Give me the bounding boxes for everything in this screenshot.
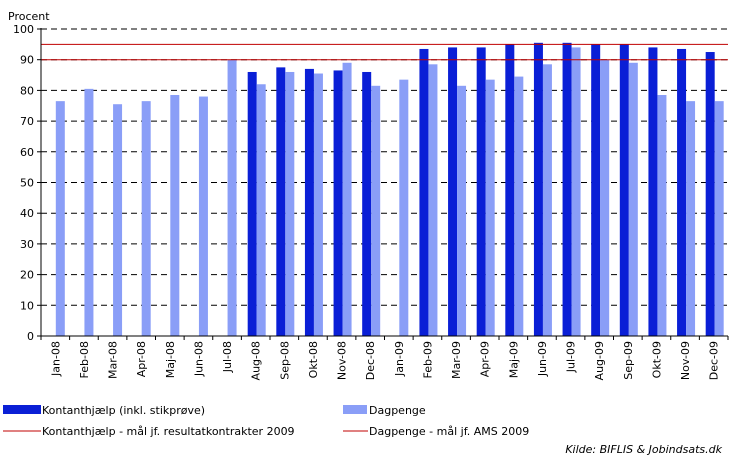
x-tick-label: Jul-08 [221, 341, 234, 373]
x-tick-label: Apr-09 [479, 341, 492, 377]
bar-kontanthjaelp [705, 52, 715, 337]
x-tick-label: Feb-09 [421, 341, 434, 378]
bar-dagpenge [113, 104, 123, 336]
x-tick-label: Dec-08 [364, 341, 377, 380]
bar-kontanthjaelp [247, 71, 257, 336]
bar-dagpenge [371, 85, 381, 336]
x-tick-label: Jul-09 [565, 341, 578, 373]
y-tick-label: 40 [20, 207, 34, 220]
bar-dagpenge [256, 84, 266, 336]
legend-label-dagpenge: Dagpenge [369, 404, 426, 417]
y-tick-label: 10 [20, 299, 34, 312]
x-tick-label: Nov-09 [679, 341, 692, 380]
y-axis-unit-label: Procent [8, 10, 50, 23]
y-tick-label: 30 [20, 238, 34, 251]
y-tick-label: 80 [20, 84, 34, 97]
bar-kontanthjaelp [333, 70, 343, 336]
bar-kontanthjaelp [362, 71, 372, 336]
legend-label-dagpenge-maal: Dagpenge - mål jf. AMS 2009 [369, 425, 529, 438]
bar-kontanthjaelp [677, 48, 687, 337]
x-tick-label: Jan-08 [49, 341, 62, 377]
x-tick-label: Jun-09 [536, 341, 549, 377]
x-tick-label: Nov-08 [336, 341, 349, 380]
x-tick-label: Apr-08 [135, 341, 148, 377]
bar-dagpenge [686, 101, 696, 337]
target-lines [41, 43, 728, 61]
bar-dagpenge [542, 64, 552, 337]
y-tick-label: 60 [20, 146, 34, 159]
bar-dagpenge [571, 47, 581, 337]
x-tick-label: Mar-09 [450, 341, 463, 379]
x-tick-label: Jan-09 [393, 341, 406, 377]
bar-kontanthjaelp [276, 67, 286, 336]
y-tick-label: 0 [27, 330, 34, 343]
bar-kontanthjaelp [533, 42, 543, 336]
bar-kontanthjaelp [648, 47, 658, 337]
x-tick-label: Sep-08 [278, 341, 291, 380]
x-tick-label: Jun-08 [192, 341, 205, 377]
x-tick-label: Feb-08 [78, 341, 91, 378]
bar-dagpenge [313, 73, 323, 336]
bar-dagpenge [170, 95, 180, 336]
legend-swatch-dagpenge [343, 405, 367, 414]
x-tick-label: Dec-09 [708, 341, 721, 380]
source-note: Kilde: BIFLIS & Jobindsats.dk [565, 443, 722, 456]
bar-dagpenge [428, 64, 438, 337]
y-axis-ticks: 0 10 20 30 40 50 60 70 80 90 100 [13, 23, 41, 343]
y-tick-label: 70 [20, 115, 34, 128]
x-tick-label: Aug-08 [250, 341, 263, 380]
bar-kontanthjaelp [619, 44, 629, 336]
y-tick-label: 20 [20, 269, 34, 282]
x-tick-label: Sep-09 [622, 341, 635, 380]
bar-dagpenge [628, 62, 638, 337]
bar-dagpenge [55, 101, 65, 337]
bar-dagpenge [657, 95, 667, 336]
legend: Kontanthjælp (inkl. stikprøve) Dagpenge Ko… [3, 404, 529, 438]
bar-dagpenge [285, 71, 295, 336]
x-tick-label: Aug-09 [593, 341, 606, 380]
y-tick-label: 90 [20, 54, 34, 67]
bar-dagpenge [227, 59, 237, 336]
bar-dagpenge [399, 79, 409, 336]
x-axis-ticks: Jan-08 Feb-08 Mar-08 Apr-08 Maj-08 Jun-08 Jul-… [40, 336, 729, 380]
bar-dagpenge [600, 59, 610, 336]
bar-dagpenge [198, 96, 208, 336]
legend-label-kontanthjaelp-maal: Kontanthjælp - mål jf. resultatkontrakte… [42, 425, 295, 438]
bar-dagpenge [514, 76, 524, 337]
bar-kontanthjaelp [304, 68, 314, 336]
legend-label-kontanthjaelp: Kontanthjælp (inkl. stikprøve) [42, 404, 205, 417]
x-tick-label: Maj-09 [507, 341, 520, 378]
y-tick-label: 100 [13, 23, 34, 36]
bar-dagpenge [342, 62, 352, 337]
bar-dagpenge [141, 101, 151, 337]
x-tick-label: Okt-08 [307, 341, 320, 378]
bar-dagpenge [457, 85, 467, 336]
bar-kontanthjaelp [419, 48, 429, 337]
bar-kontanthjaelp [562, 42, 572, 336]
bar-dagpenge [84, 88, 94, 337]
x-tick-label: Mar-08 [107, 341, 120, 379]
bar-kontanthjaelp [505, 44, 515, 336]
x-tick-label: Maj-08 [164, 341, 177, 378]
bar-kontanthjaelp [448, 47, 458, 337]
bar-dagpenge [714, 101, 724, 337]
y-tick-label: 50 [20, 177, 34, 190]
bar-kontanthjaelp [476, 47, 486, 337]
x-tick-label: Okt-09 [650, 341, 663, 378]
bar-kontanthjaelp [591, 44, 601, 336]
legend-swatch-kontanthjaelp [3, 405, 41, 414]
bar-dagpenge [485, 79, 495, 336]
bars [55, 42, 724, 337]
